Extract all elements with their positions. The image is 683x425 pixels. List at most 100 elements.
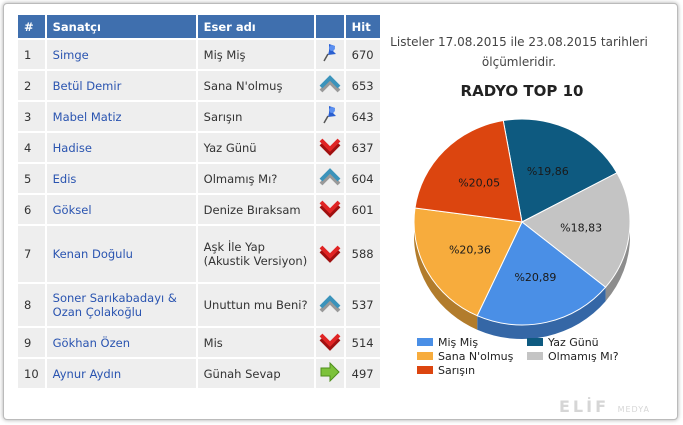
pie-side (414, 222, 478, 330)
header-cell: Sanatçı (46, 15, 196, 38)
rank: 3 (18, 102, 45, 131)
song: Miş Miş (197, 40, 314, 69)
legend-label: Miş Miş (438, 336, 478, 349)
artist[interactable]: Gökhan Özen (46, 328, 196, 357)
table-row: 5 Edis Olmamış Mı? 604 (18, 164, 380, 193)
table-row: 10 Aynur Aydın Günah Sevap 497 (18, 359, 380, 388)
header-cell (315, 15, 344, 38)
legend-swatch (417, 338, 433, 346)
artist[interactable]: Soner Sarıkabadayı & Ozan Çolakoğlu (46, 284, 196, 326)
hit: 637 (345, 133, 380, 162)
pie-slice (476, 221, 607, 326)
trend-icon (322, 106, 336, 124)
rank: 8 (18, 284, 45, 326)
icon (315, 195, 344, 224)
header-cell: # (18, 15, 45, 38)
song: Aşk İle Yap (Akustik Versiyon) (197, 226, 314, 282)
pie-slice (414, 119, 523, 223)
song: Denize Bıraksam (197, 195, 314, 224)
icon (315, 102, 344, 131)
artist[interactable]: Edis (46, 164, 196, 193)
artist[interactable]: Hadise (46, 133, 196, 162)
song: Unuttun mu Beni? (197, 284, 314, 326)
logo-sub: MEDYA (617, 405, 651, 414)
pie-side (477, 287, 606, 339)
icon (315, 40, 344, 69)
table-row: 4 Hadise Yaz Günü 637 (18, 133, 380, 162)
table-row: 7 Kenan Doğulu Aşk İle Yap (Akustik Versiy… (18, 226, 380, 282)
song: Mis (197, 328, 314, 357)
trend-icon (320, 361, 340, 383)
pie-chart: RADYO TOP 10 %19,86 %18,83 %20,89 %20,36 %20… (413, 82, 631, 377)
hit: 653 (345, 71, 380, 100)
legend-label: Olmamış Mı? (548, 350, 619, 363)
legend-label: Yaz Günü (547, 336, 599, 349)
caption: Listeler 17.08.2015 ile 23.08.2015 tarih… (390, 35, 648, 69)
icon (315, 328, 344, 357)
icon (315, 284, 344, 326)
rank: 7 (18, 226, 45, 282)
hit: 643 (345, 102, 380, 131)
pie-slice (413, 207, 523, 317)
header-row: # Sanatçı Eser adı Hit (18, 15, 380, 38)
trend-icon (319, 245, 341, 263)
song: Yaz Günü (197, 133, 314, 162)
trend-icon (319, 200, 341, 218)
trend-icon (319, 138, 341, 156)
song: Olmamış Mı? (197, 164, 314, 193)
legend-swatch (417, 352, 433, 360)
table-row: 3 Mabel Matiz Sarışın 643 (18, 102, 380, 131)
icon (315, 71, 344, 100)
table-row: 2 Betül Demir Sana N'olmuş 653 (18, 71, 380, 100)
artist[interactable]: Kenan Doğulu (46, 226, 196, 282)
hit: 670 (345, 40, 380, 69)
slice-label: %18,83 (560, 221, 602, 234)
hit: 537 (345, 284, 380, 326)
icon (315, 164, 344, 193)
trend-icon (319, 333, 341, 351)
song: Sarışın (197, 102, 314, 131)
logo: ELİF MEDYA (559, 397, 650, 416)
trend-icon (319, 168, 341, 186)
rank: 6 (18, 195, 45, 224)
panel: # Sanatçı Eser adı Hit 1 Simge Miş Miş 670 2… (3, 3, 678, 420)
hit: 514 (345, 328, 380, 357)
slice-label: %20,05 (458, 177, 500, 190)
table-row: 6 Göksel Denize Bıraksam 601 (18, 195, 380, 224)
artist[interactable]: Mabel Matiz (46, 102, 196, 131)
pie-slice (521, 172, 631, 288)
rank: 10 (18, 359, 45, 388)
table-row: 1 Simge Miş Miş 670 (18, 40, 380, 69)
icon (315, 133, 344, 162)
chart-table: # Sanatçı Eser adı Hit 1 Simge Miş Miş 670 2… (16, 13, 382, 390)
trend-icon (319, 75, 341, 93)
pie-slice (502, 118, 618, 223)
logo-name: ELİF (559, 397, 610, 416)
legend-label: Sana N'olmuş (438, 350, 514, 363)
legend-swatch (527, 352, 543, 360)
legend-label: Sarışın (438, 364, 475, 377)
rank: 5 (18, 164, 45, 193)
header-cell: Eser adı (197, 15, 314, 38)
artist[interactable]: Aynur Aydın (46, 359, 196, 388)
rank: 4 (18, 133, 45, 162)
rank: 9 (18, 328, 45, 357)
table-row: 8 Soner Sarıkabadayı & Ozan Çolakoğlu Unut… (18, 284, 380, 326)
song: Sana N'olmuş (197, 71, 314, 100)
icon (315, 226, 344, 282)
hit: 604 (345, 164, 380, 193)
pie-side (605, 222, 630, 302)
trend-icon (322, 44, 336, 62)
trend-icon (319, 294, 341, 312)
rank: 2 (18, 71, 45, 100)
legend-swatch (527, 338, 543, 346)
icon (315, 359, 344, 388)
artist[interactable]: Betül Demir (46, 71, 196, 100)
slice-label: %20,36 (449, 243, 491, 256)
chart-title: RADYO TOP 10 (461, 82, 584, 100)
artist[interactable]: Göksel (46, 195, 196, 224)
table-row: 9 Gökhan Özen Mis 514 (18, 328, 380, 357)
hit: 497 (345, 359, 380, 388)
artist[interactable]: Simge (46, 40, 196, 69)
